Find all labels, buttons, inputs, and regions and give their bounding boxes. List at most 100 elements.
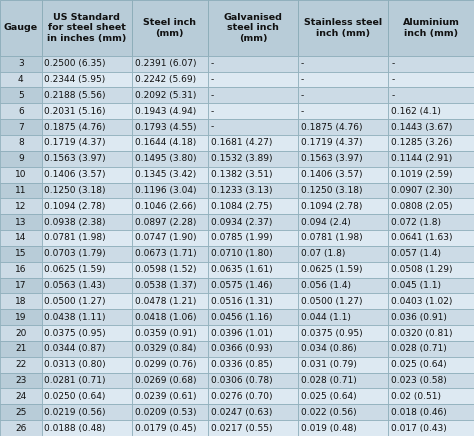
Bar — [132, 214, 208, 230]
Bar — [208, 151, 298, 167]
Text: 0.0625 (1.59): 0.0625 (1.59) — [45, 265, 106, 274]
Bar — [208, 341, 298, 357]
Text: 8: 8 — [18, 139, 24, 147]
Bar — [298, 151, 389, 167]
Bar — [389, 119, 474, 135]
Bar — [208, 214, 298, 230]
Bar — [42, 404, 132, 420]
Bar — [0, 103, 42, 119]
Text: 0.162 (4.1): 0.162 (4.1) — [392, 107, 441, 116]
Text: 0.0625 (1.59): 0.0625 (1.59) — [301, 265, 363, 274]
Text: 18: 18 — [15, 297, 27, 306]
Text: 0.1681 (4.27): 0.1681 (4.27) — [210, 139, 272, 147]
Text: 0.0188 (0.48): 0.0188 (0.48) — [45, 424, 106, 433]
Text: 21: 21 — [15, 344, 27, 353]
Bar — [132, 309, 208, 325]
Text: -: - — [392, 91, 394, 100]
Text: 17: 17 — [15, 281, 27, 290]
Bar — [0, 357, 42, 373]
Bar — [0, 214, 42, 230]
Text: 0.1406 (3.57): 0.1406 (3.57) — [45, 170, 106, 179]
Text: 0.044 (1.1): 0.044 (1.1) — [301, 313, 351, 322]
Text: 0.0344 (0.87): 0.0344 (0.87) — [45, 344, 106, 353]
Text: 0.1495 (3.80): 0.1495 (3.80) — [135, 154, 196, 163]
Text: 0.0403 (1.02): 0.0403 (1.02) — [392, 297, 453, 306]
Text: 4: 4 — [18, 75, 24, 84]
Bar — [132, 151, 208, 167]
Text: 0.0808 (2.05): 0.0808 (2.05) — [392, 202, 453, 211]
Bar — [42, 278, 132, 293]
Text: 0.0516 (1.31): 0.0516 (1.31) — [210, 297, 272, 306]
Bar — [389, 56, 474, 72]
Text: Gauge: Gauge — [4, 24, 38, 32]
Bar — [42, 183, 132, 198]
Text: 0.0478 (1.21): 0.0478 (1.21) — [135, 297, 196, 306]
Bar — [298, 103, 389, 119]
Text: 0.0710 (1.80): 0.0710 (1.80) — [210, 249, 272, 258]
Bar — [208, 404, 298, 420]
Bar — [298, 135, 389, 151]
Text: 0.0538 (1.37): 0.0538 (1.37) — [135, 281, 196, 290]
Bar — [0, 198, 42, 214]
Bar — [132, 198, 208, 214]
Text: 0.07 (1.8): 0.07 (1.8) — [301, 249, 345, 258]
Text: 0.018 (0.46): 0.018 (0.46) — [392, 408, 447, 417]
Text: 0.0239 (0.61): 0.0239 (0.61) — [135, 392, 196, 401]
Bar — [42, 373, 132, 388]
Bar — [0, 341, 42, 357]
Text: 0.0276 (0.70): 0.0276 (0.70) — [210, 392, 272, 401]
Text: 0.0781 (1.98): 0.0781 (1.98) — [301, 234, 363, 242]
Text: 0.2242 (5.69): 0.2242 (5.69) — [135, 75, 196, 84]
Text: 0.2188 (5.56): 0.2188 (5.56) — [45, 91, 106, 100]
Text: 0.0781 (1.98): 0.0781 (1.98) — [45, 234, 106, 242]
Text: 0.0217 (0.55): 0.0217 (0.55) — [210, 424, 272, 433]
Text: 0.045 (1.1): 0.045 (1.1) — [392, 281, 441, 290]
Text: -: - — [392, 75, 394, 84]
Bar — [132, 88, 208, 103]
Text: 0.2500 (6.35): 0.2500 (6.35) — [45, 59, 106, 68]
Bar — [298, 388, 389, 404]
Text: 0.028 (0.71): 0.028 (0.71) — [301, 376, 356, 385]
Text: 0.1019 (2.59): 0.1019 (2.59) — [392, 170, 453, 179]
Text: 0.0250 (0.64): 0.0250 (0.64) — [45, 392, 106, 401]
Text: Stainless steel
inch (mm): Stainless steel inch (mm) — [304, 18, 383, 38]
Bar — [208, 278, 298, 293]
Bar — [132, 0, 208, 56]
Text: 0.0396 (1.01): 0.0396 (1.01) — [210, 329, 272, 337]
Bar — [132, 325, 208, 341]
Text: 22: 22 — [15, 360, 27, 369]
Bar — [42, 388, 132, 404]
Text: 0.034 (0.86): 0.034 (0.86) — [301, 344, 356, 353]
Bar — [389, 103, 474, 119]
Text: 24: 24 — [15, 392, 27, 401]
Bar — [42, 135, 132, 151]
Text: 0.0366 (0.93): 0.0366 (0.93) — [210, 344, 272, 353]
Text: 0.0563 (1.43): 0.0563 (1.43) — [45, 281, 106, 290]
Text: 0.1563 (3.97): 0.1563 (3.97) — [301, 154, 363, 163]
Bar — [0, 325, 42, 341]
Text: 0.0359 (0.91): 0.0359 (0.91) — [135, 329, 196, 337]
Text: 0.1719 (4.37): 0.1719 (4.37) — [301, 139, 363, 147]
Text: 0.0313 (0.80): 0.0313 (0.80) — [45, 360, 106, 369]
Bar — [42, 119, 132, 135]
Text: -: - — [210, 91, 214, 100]
Bar — [208, 262, 298, 278]
Text: 0.2344 (5.95): 0.2344 (5.95) — [45, 75, 106, 84]
Text: 0.1875 (4.76): 0.1875 (4.76) — [301, 123, 363, 132]
Bar — [298, 56, 389, 72]
Bar — [0, 72, 42, 88]
Text: 0.036 (0.91): 0.036 (0.91) — [392, 313, 447, 322]
Bar — [208, 56, 298, 72]
Text: 0.2031 (5.16): 0.2031 (5.16) — [45, 107, 106, 116]
Bar — [298, 198, 389, 214]
Bar — [298, 293, 389, 309]
Text: 0.1943 (4.94): 0.1943 (4.94) — [135, 107, 196, 116]
Text: 0.1250 (3.18): 0.1250 (3.18) — [301, 186, 363, 195]
Text: Galvanised
steel inch
(mm): Galvanised steel inch (mm) — [223, 13, 283, 43]
Bar — [389, 388, 474, 404]
Bar — [208, 119, 298, 135]
Text: 0.1793 (4.55): 0.1793 (4.55) — [135, 123, 196, 132]
Bar — [132, 357, 208, 373]
Text: -: - — [301, 107, 304, 116]
Bar — [389, 309, 474, 325]
